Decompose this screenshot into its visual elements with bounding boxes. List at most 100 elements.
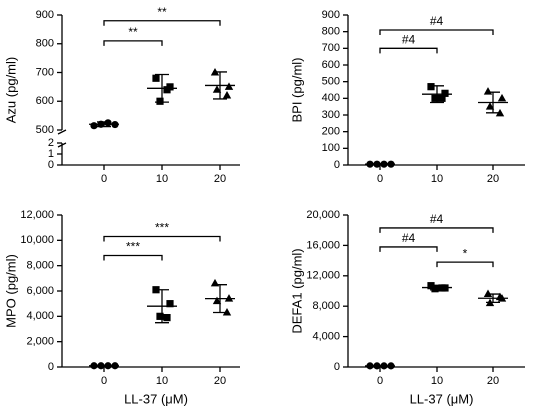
y-axis-label: Azu (pg/ml) — [3, 57, 18, 123]
point — [431, 94, 439, 102]
x-tick-label: 0 — [377, 375, 383, 387]
bracket-label: #4 — [402, 231, 416, 245]
bracket — [379, 227, 494, 233]
y-tick-label: 4,000 — [26, 310, 54, 322]
point — [224, 294, 234, 302]
point — [380, 362, 388, 370]
y-tick-label: 800 — [36, 38, 54, 50]
axis-break — [57, 129, 67, 135]
x-tick-label: 10 — [156, 173, 168, 185]
point — [210, 278, 220, 287]
point — [438, 284, 446, 292]
y-tick-label: 300 — [322, 109, 340, 121]
point — [485, 102, 495, 110]
y-axis-label: DEFA1 (pg/ml) — [289, 248, 304, 333]
y-tick-label: 2,000 — [26, 336, 54, 348]
point — [104, 119, 112, 127]
point — [483, 87, 493, 95]
y-tick-label: 20,000 — [306, 209, 340, 221]
x-tick-label: 10 — [431, 375, 443, 387]
point — [97, 362, 105, 370]
y-axis-label: BPI (pg/ml) — [289, 57, 304, 122]
y-tick-label: 6,000 — [26, 285, 54, 297]
y-tick-label: 700 — [322, 42, 340, 54]
x-tick-label: 10 — [431, 173, 443, 185]
point — [90, 362, 98, 370]
y-tick-label: 12,000 — [306, 270, 340, 282]
point — [156, 97, 164, 105]
y-tick-label: 2 — [48, 137, 54, 149]
bracket — [379, 47, 438, 54]
bracket-label: ** — [157, 5, 167, 19]
point — [152, 74, 160, 82]
y-tick-label: 8,000 — [312, 300, 340, 312]
y-tick-label: 0 — [334, 361, 340, 373]
y-tick-label: 0 — [48, 361, 54, 373]
bracket — [103, 254, 163, 261]
bracket — [379, 29, 494, 35]
point — [495, 108, 505, 117]
y-tick-label: 500 — [322, 76, 340, 88]
y-tick-label: 0 — [334, 159, 340, 171]
bracket — [103, 20, 221, 26]
point — [111, 120, 119, 129]
y-tick-label: 8,000 — [26, 260, 54, 272]
point — [156, 312, 164, 320]
x-axis-label: LL-37 (μM) — [410, 391, 474, 406]
point — [224, 82, 234, 90]
point — [431, 285, 439, 293]
bracket-label: #4 — [430, 14, 444, 28]
x-tick-label: 0 — [101, 375, 107, 387]
axis-break — [57, 142, 67, 148]
y-tick-label: 900 — [322, 9, 340, 21]
x-tick-label: 20 — [487, 173, 499, 185]
y-tick-label: 200 — [322, 126, 340, 138]
point — [152, 286, 160, 294]
bracket — [436, 261, 494, 268]
y-tick-label: 700 — [36, 66, 54, 78]
bracket-label: ** — [128, 25, 138, 39]
point — [210, 68, 220, 76]
point — [366, 160, 374, 168]
point — [163, 86, 171, 94]
point — [495, 292, 505, 301]
bracket — [103, 235, 221, 242]
point — [485, 298, 495, 307]
point — [497, 93, 507, 102]
bracket-label: #4 — [430, 212, 444, 226]
bracket — [379, 246, 438, 252]
point — [427, 83, 435, 91]
point — [166, 300, 174, 308]
point — [104, 362, 112, 370]
point — [373, 362, 381, 370]
point — [212, 296, 222, 305]
x-tick-label: 10 — [156, 375, 168, 387]
point — [483, 289, 493, 298]
x-tick-label: 0 — [377, 173, 383, 185]
point — [97, 120, 105, 128]
y-tick-label: 10,000 — [20, 234, 54, 246]
y-tick-label: 400 — [322, 92, 340, 104]
point — [438, 94, 446, 102]
x-tick-label: 20 — [487, 375, 499, 387]
point — [366, 362, 374, 370]
y-axis-label: MPO (pg/ml) — [3, 254, 18, 328]
x-tick-label: 20 — [214, 375, 226, 387]
point — [380, 160, 388, 168]
y-tick-label: 600 — [322, 59, 340, 71]
y-tick-label: 500 — [36, 124, 54, 136]
bracket — [103, 40, 163, 46]
point — [222, 91, 232, 99]
bracket-label: *** — [155, 221, 169, 235]
point — [387, 160, 395, 168]
bracket-label: #4 — [402, 33, 416, 47]
y-tick-label: 12,000 — [20, 209, 54, 221]
y-tick-label: 16,000 — [306, 239, 340, 251]
y-tick-label: 0 — [48, 159, 54, 171]
y-tick-label: 800 — [322, 26, 340, 38]
y-tick-label: 4,000 — [312, 331, 340, 343]
point — [441, 89, 449, 97]
point — [212, 85, 222, 93]
point — [90, 122, 98, 130]
bracket-label: * — [463, 246, 468, 260]
